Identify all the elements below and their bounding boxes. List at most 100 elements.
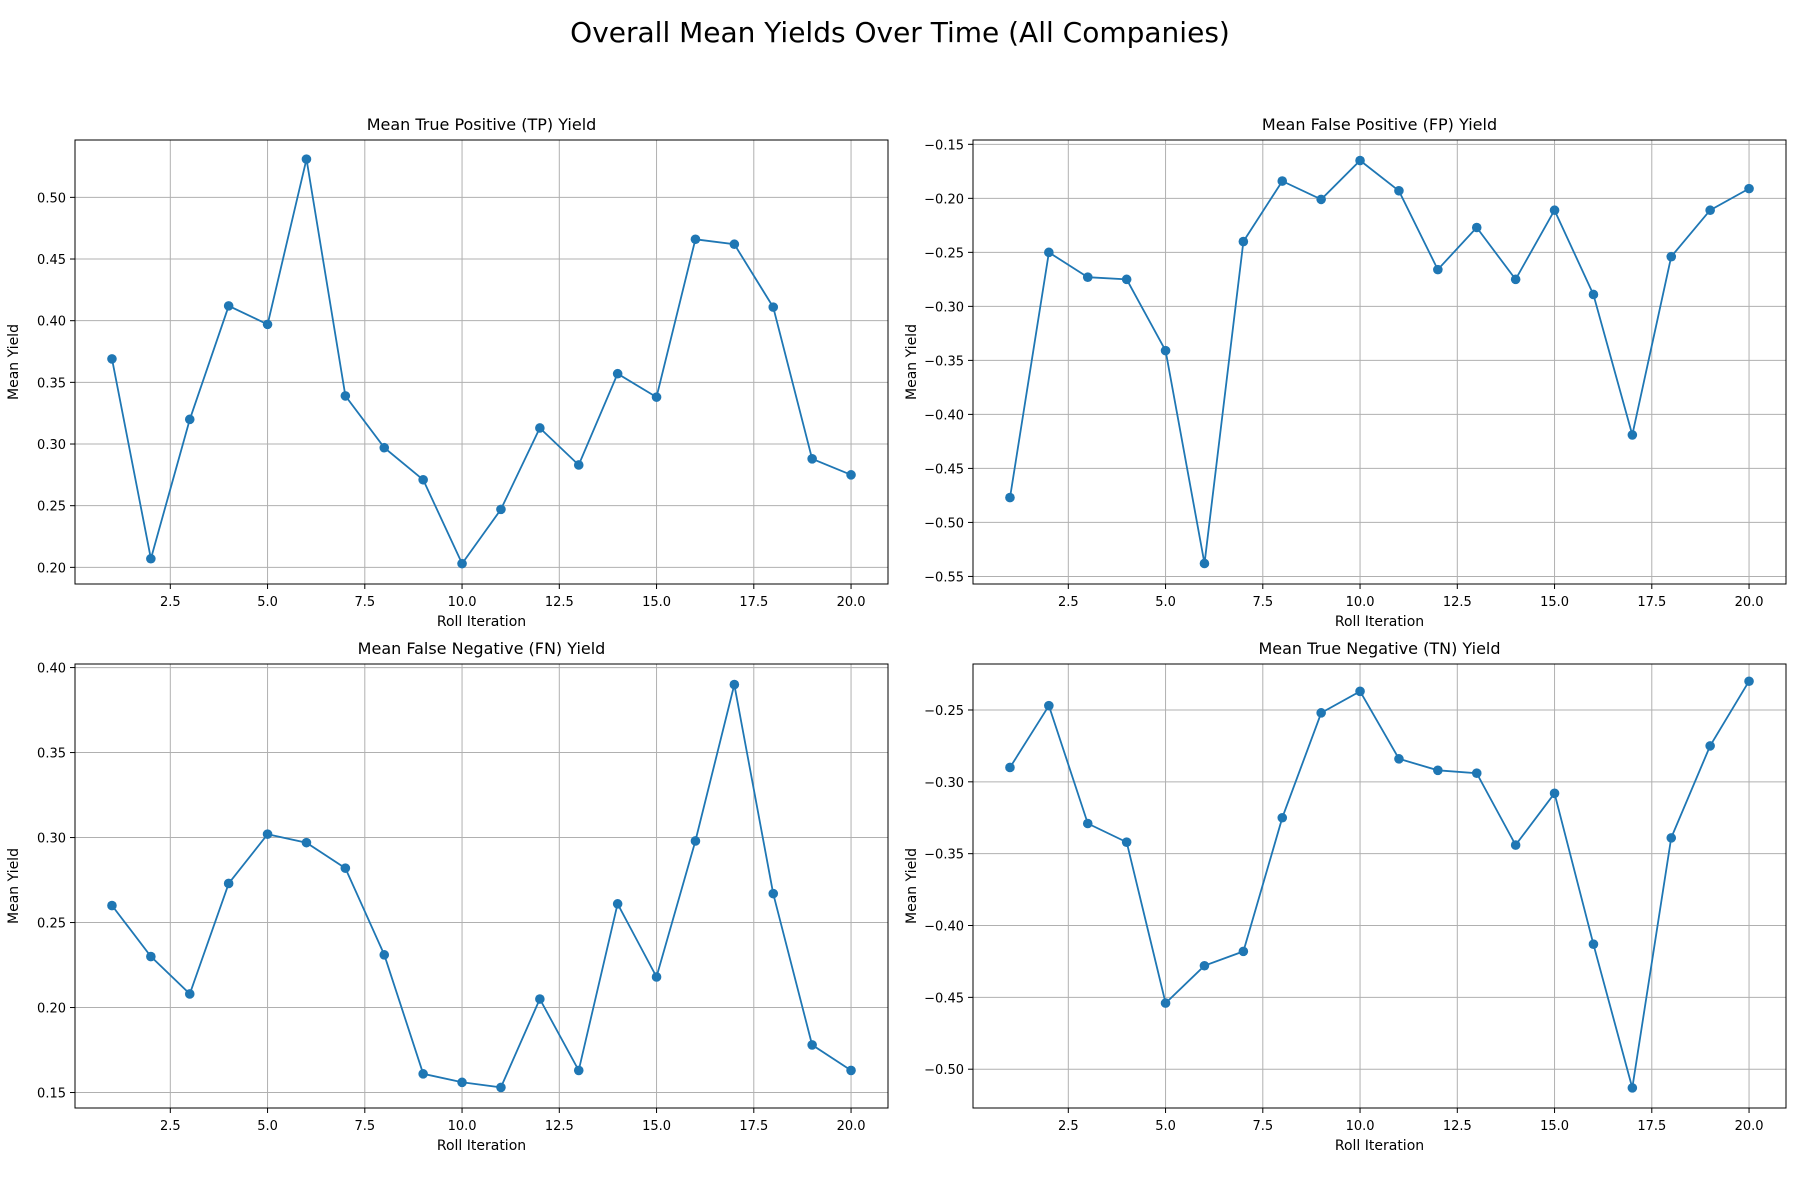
y-tick-label: −0.15 [924,138,964,153]
data-point [573,460,584,470]
data-point [846,470,856,480]
y-tick-label: 0.25 [37,500,66,515]
plot-frame [74,139,889,585]
y-tick-label: 0.35 [37,747,66,762]
data-point [1744,676,1754,687]
data-point [573,1065,584,1076]
data-point [1705,205,1715,216]
subplot-2: 2.5 5.0 7.5 10.0 12.5 15.0 17.5 20.0 −0.55 −0.50 −… [904,115,1787,630]
data-point [1238,946,1249,957]
y-tick-label: −0.50 [924,516,964,531]
y-tick-label: −0.35 [924,848,964,863]
data-point [184,414,195,425]
x-tick-label: 15.0 [642,1119,671,1134]
data-point [496,504,506,515]
data-point [340,391,351,401]
x-tick-label: 7.5 [1252,1119,1273,1134]
data-point [379,950,390,960]
data-point [1005,492,1015,503]
x-tick-label: 2.5 [160,1119,181,1134]
x-tick-label: 10.0 [448,1119,477,1134]
data-point [1433,765,1443,776]
plot-frame [972,663,1787,1109]
x-tick-label: 12.5 [545,1119,574,1134]
subplot-title: Mean False Positive (FP) Yield [1262,115,1497,134]
data-point [1082,272,1093,282]
data-point [535,423,545,433]
y-tick-label: 0.30 [37,438,66,453]
x-tick-label: 12.5 [545,595,574,610]
data-point [1082,818,1093,829]
series-line [1009,159,1750,564]
data-point [690,836,701,846]
y-tick-label: −0.40 [924,920,964,935]
x-tick-label: 7.5 [354,595,375,610]
series-line [111,158,852,566]
x-tick-label: 2.5 [1058,595,1079,610]
data-point [807,454,817,464]
y-tick-label: 0.15 [37,1087,66,1102]
data-point [1277,176,1288,186]
y-axis-label: Mean Yield [6,848,22,924]
y-tick-label: 0.40 [37,662,66,677]
x-tick-label: 2.5 [160,595,181,610]
data-point [418,474,428,485]
data-point [1549,205,1560,216]
y-tick-label: −0.25 [924,246,964,261]
data-point [496,1082,506,1093]
data-point [612,368,623,379]
x-tick-label: 17.5 [1637,1119,1666,1134]
subplot-title: Mean False Negative (FN) Yield [358,639,606,658]
data-point [1471,768,1482,779]
data-point [146,553,156,564]
data-point [1160,998,1171,1008]
data-point [1627,430,1638,440]
y-tick-label: −0.25 [924,704,964,719]
data-point [340,863,351,873]
x-axis-label: Roll Iteration [1335,1138,1424,1154]
data-point [729,679,740,690]
x-axis-label: Roll Iteration [437,614,526,630]
data-point [1316,194,1326,205]
figure-title: Overall Mean Yields Over Time (All Compa… [570,16,1230,49]
y-tick-label: −0.35 [924,354,964,369]
data-point [1160,345,1171,356]
x-tick-label: 5.0 [1155,595,1176,610]
y-tick-label: 0.40 [37,315,66,330]
x-axis-label: Roll Iteration [1335,614,1424,630]
x-tick-label: 17.5 [739,1119,768,1134]
x-tick-label: 20.0 [1735,595,1764,610]
data-point [1121,837,1132,847]
y-tick-label: −0.40 [924,408,964,423]
data-point [1744,183,1754,194]
plot-frame [74,663,889,1109]
data-point [1627,1083,1638,1093]
x-axis-label: Roll Iteration [437,1138,526,1154]
data-point [1394,754,1404,764]
y-tick-label: 0.25 [37,917,66,932]
x-tick-label: 10.0 [1346,1119,1375,1134]
data-point [262,319,273,330]
data-point [1510,274,1521,285]
data-point [379,442,390,453]
y-tick-label: 0.50 [37,191,66,206]
y-axis-label: Mean Yield [6,324,22,400]
x-tick-label: 5.0 [257,1119,278,1134]
x-tick-label: 15.0 [642,595,671,610]
data-point [1510,840,1521,850]
data-point [107,900,117,911]
y-axis-label: Mean Yield [904,848,920,924]
data-point [1044,247,1054,258]
data-point [1316,708,1326,718]
data-point [1121,274,1132,285]
y-tick-label: −0.50 [924,1063,964,1078]
x-tick-label: 20.0 [1735,1119,1764,1134]
x-tick-label: 5.0 [1155,1119,1176,1134]
x-tick-label: 7.5 [1252,595,1273,610]
data-point [1471,222,1482,233]
data-point [1394,185,1404,196]
x-tick-label: 15.0 [1540,1119,1569,1134]
subplot-1: 2.5 5.0 7.5 10.0 12.5 15.0 17.5 20.0 0.20 0.25 0.3… [6,115,889,630]
data-point [223,301,234,311]
y-tick-label: −0.45 [924,991,964,1006]
